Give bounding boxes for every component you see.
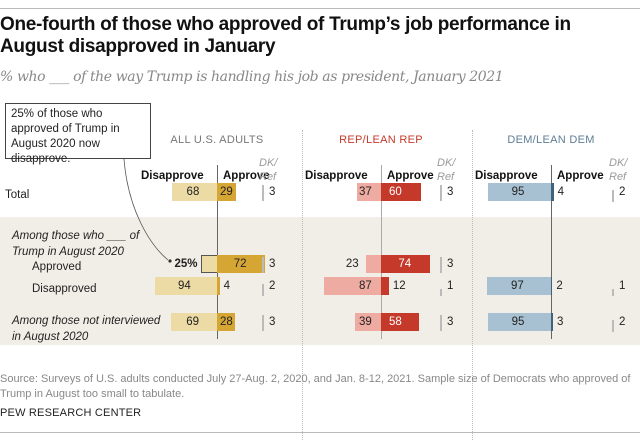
data-label-dk: 3 <box>269 186 276 198</box>
data-label-approve: 4 <box>223 280 231 292</box>
column-header-approve: Approve <box>387 170 434 182</box>
section-label: Among those not interviewed in August 20… <box>12 315 161 343</box>
bar-approve <box>381 313 420 331</box>
data-label-approve: 4 <box>557 186 565 198</box>
data-label-disapprove: 25% <box>174 258 198 270</box>
data-label-dk: 2 <box>619 316 626 328</box>
bar-approve <box>551 313 553 331</box>
data-label-approve: 58 <box>389 316 402 328</box>
data-label-dk: 2 <box>269 280 276 292</box>
chart-subtitle: % who ___ of the way Trump is handling h… <box>0 69 504 85</box>
bottom-rule <box>0 432 640 433</box>
data-label-disapprove: 87 <box>359 280 372 292</box>
data-label-disapprove: 97 <box>510 280 524 292</box>
bar-disapprove <box>171 313 217 331</box>
data-label-approve: 74 <box>398 258 412 270</box>
bar-disapprove <box>323 277 381 295</box>
group-header: ALL U.S. ADULTS <box>170 134 264 146</box>
callout-leader-dot <box>168 259 172 263</box>
column-header-approve: Approve <box>223 170 270 182</box>
data-label-dk: 3 <box>269 258 276 270</box>
dk-bar <box>440 315 442 331</box>
column-header-dk: DK/Ref <box>609 157 628 183</box>
dk-bar <box>440 289 442 296</box>
row-label-disapproved: Disapproved <box>32 283 97 295</box>
data-label-disapprove: 37 <box>359 186 372 198</box>
data-label-approve: 28 <box>220 316 233 328</box>
data-label-dk: 3 <box>447 258 454 270</box>
dk-bar <box>440 257 442 273</box>
bar-approve <box>551 183 554 201</box>
bar-approve <box>217 313 236 331</box>
dk-bar <box>440 185 442 201</box>
data-label-approve: 29 <box>220 186 233 198</box>
column-header-dk: DK/Ref <box>259 157 278 183</box>
zero-axis <box>381 165 382 339</box>
bar-approve <box>381 183 421 201</box>
bar-approve <box>217 183 237 201</box>
bar-disapprove <box>365 255 381 273</box>
bar-disapprove <box>488 183 551 201</box>
data-label-dk: 3 <box>447 186 454 198</box>
column-header-disapprove: Disapprove <box>475 170 538 182</box>
data-label-approve: 72 <box>233 258 247 270</box>
group-header: REP/LEAN REP <box>339 134 423 146</box>
dk-bar <box>262 185 264 201</box>
group-separator <box>302 130 303 440</box>
data-label-dk: 1 <box>619 280 626 292</box>
bar-approve <box>217 277 220 295</box>
bar-disapprove <box>356 183 381 201</box>
group-header: DEM/LEAN DEM <box>507 134 595 146</box>
row-label-total: Total <box>5 189 30 201</box>
zero-axis <box>217 165 218 339</box>
column-header-disapprove: Disapprove <box>141 170 204 182</box>
dk-bar <box>262 284 264 296</box>
row-label-approved: Approved <box>32 261 82 273</box>
dk-bar <box>262 315 264 331</box>
bar-disapprove <box>355 313 381 331</box>
data-label-dk: 2 <box>619 186 626 198</box>
column-header-disapprove: Disapprove <box>305 170 368 182</box>
callout-box: 25% of those who approved of Trump in Au… <box>5 103 151 165</box>
bar-approve <box>551 277 553 295</box>
bar-approve <box>217 255 265 273</box>
dk-bar <box>612 289 614 296</box>
dk-bar <box>262 257 264 273</box>
data-label-dk: 3 <box>269 316 276 328</box>
bar-disapprove <box>200 255 217 273</box>
data-label-disapprove: 94 <box>177 280 191 292</box>
data-label-approve: 2 <box>556 280 563 292</box>
credit: PEW RESEARCH CENTER <box>0 407 142 419</box>
data-label-disapprove: 69 <box>186 316 200 328</box>
bar-approve <box>381 255 430 273</box>
data-label-dk: 1 <box>447 280 454 292</box>
chart-title: One-fourth of those who approved of Trum… <box>0 14 571 57</box>
bar-disapprove <box>154 277 217 295</box>
data-label-approve: 3 <box>556 316 564 328</box>
source-note: Source: Surveys of U.S. adults conducted… <box>0 373 631 400</box>
bar-approve <box>381 277 389 295</box>
callout-leader-line <box>123 158 169 261</box>
group-separator <box>472 130 473 440</box>
bar-disapprove <box>172 183 217 201</box>
bar-disapprove <box>488 313 551 331</box>
data-label-dk: 3 <box>447 316 454 328</box>
data-label-disapprove: 95 <box>511 316 525 328</box>
top-rule <box>0 8 640 9</box>
dk-bar <box>612 190 614 202</box>
column-header-dk: DK/Ref <box>437 157 456 183</box>
section-label: Among those who ___ of Trump in August 2… <box>12 230 140 258</box>
data-label-approve: 60 <box>389 186 402 198</box>
column-header-approve: Approve <box>557 170 604 182</box>
data-label-approve: 12 <box>392 280 406 292</box>
bar-disapprove <box>486 277 551 295</box>
zero-axis <box>551 165 552 339</box>
data-label-disapprove: 68 <box>186 186 200 198</box>
dk-bar <box>612 320 614 332</box>
data-label-disapprove: 95 <box>511 186 525 198</box>
data-label-disapprove: 23 <box>345 258 359 270</box>
data-label-disapprove: 39 <box>359 316 372 328</box>
